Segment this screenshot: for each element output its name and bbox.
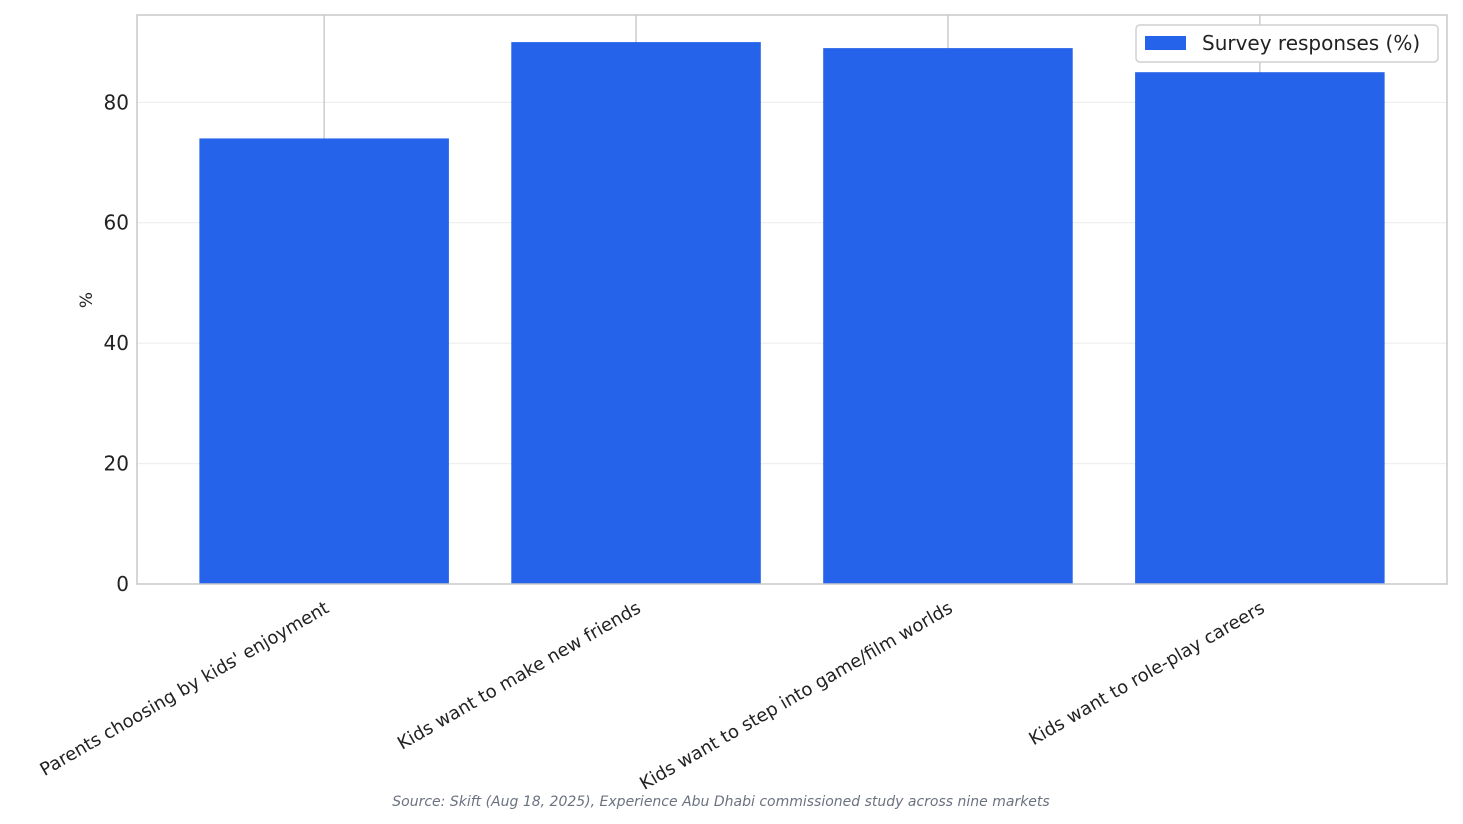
y-tick-label: 60 [104, 211, 129, 235]
x-tick-label: Parents choosing by kids' enjoyment [36, 598, 332, 781]
legend: Survey responses (%) [1135, 24, 1439, 63]
y-tick-label: 40 [104, 331, 129, 355]
source-note: Source: Skift (Aug 18, 2025), Experience… [392, 794, 1049, 810]
legend-label: Survey responses (%) [1202, 31, 1420, 55]
bar [199, 138, 449, 584]
x-tick-label: Kids want to make new friends [394, 598, 645, 755]
plot-frame [136, 14, 1448, 585]
bar [823, 48, 1073, 585]
bar [1135, 72, 1385, 585]
legend-swatch [1145, 36, 1186, 50]
y-axis-label: % [77, 292, 97, 308]
x-tick-label: Kids want to role-play careers [1025, 598, 1268, 750]
legend-box [1135, 24, 1439, 63]
x-tick-label: Kids want to step into game/film worlds [636, 598, 956, 795]
bar [511, 42, 761, 585]
y-tick-label: 0 [116, 572, 129, 596]
y-tick-label: 20 [104, 452, 129, 476]
y-tick-label: 80 [104, 90, 129, 114]
